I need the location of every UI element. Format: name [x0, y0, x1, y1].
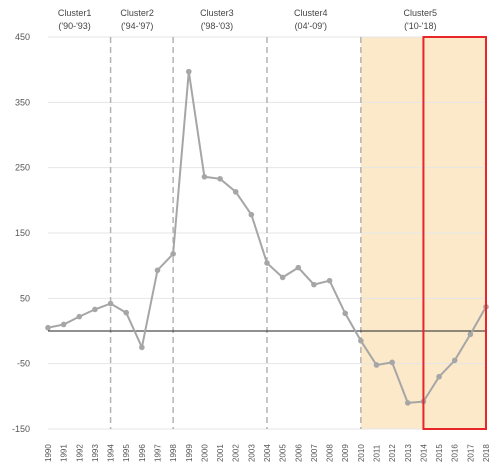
x-tick-label: 1991 [60, 444, 69, 462]
x-tick-label: 2005 [279, 444, 288, 462]
data-point [76, 313, 83, 320]
data-point [311, 281, 317, 288]
highlight-box [422, 36, 487, 430]
x-tick-label: 2011 [373, 444, 382, 462]
data-point [326, 277, 333, 284]
y-tick-label: -150 [12, 424, 30, 434]
x-tick-label: 1995 [122, 444, 131, 462]
x-tick-label: 2014 [419, 444, 428, 462]
cluster-range-label: (04'-09') [295, 21, 327, 31]
data-point [123, 309, 130, 316]
data-point [264, 260, 270, 266]
x-tick-label: 2008 [326, 444, 335, 462]
y-tick-label: 150 [15, 228, 30, 238]
x-tick-label: 2001 [216, 444, 225, 462]
x-tick-label: 2004 [263, 444, 272, 462]
x-tick-label: 1998 [169, 444, 178, 462]
y-tick-label: 450 [15, 32, 30, 42]
x-tick-label: 1993 [91, 444, 100, 462]
x-tick-label: 2018 [482, 444, 491, 462]
data-point [92, 306, 98, 313]
x-tick-label: 1997 [154, 444, 163, 462]
y-tick-label: 50 [20, 293, 30, 303]
x-tick-label: 2009 [341, 444, 350, 462]
data-point [404, 400, 411, 406]
x-tick-labels-group: 1990 1991 1992 1993 1994 1995 1996 1997 1998 1999… [44, 444, 491, 462]
y-tick-label: 350 [15, 97, 30, 107]
cluster-range-label: ('94-'97) [121, 21, 153, 31]
x-tick-label: 2010 [357, 444, 366, 462]
cluster-name-label: Cluster1 [58, 8, 92, 18]
x-tick-label: 1996 [138, 444, 147, 462]
x-tick-label: 1999 [185, 444, 194, 462]
data-point [107, 300, 114, 307]
cluster-range-label: ('98-'03) [201, 21, 233, 31]
data-point [389, 359, 395, 366]
x-tick-label: 2013 [404, 444, 413, 462]
data-point [248, 211, 255, 218]
cluster-name-label: Cluster2 [120, 8, 154, 18]
data-point [170, 251, 176, 257]
x-tick-label: 1994 [107, 444, 116, 462]
data-point [154, 267, 161, 274]
series-group [45, 68, 489, 406]
cluster-name-label: Cluster4 [294, 8, 328, 18]
data-point [232, 189, 239, 195]
data-point [60, 321, 67, 328]
data-point [279, 274, 286, 281]
data-point [185, 68, 192, 75]
data-point [342, 310, 349, 317]
data-point [358, 338, 364, 344]
data-point [139, 344, 145, 351]
cluster-name-label: Cluster3 [200, 8, 234, 18]
data-point [373, 362, 380, 368]
data-point [295, 264, 302, 271]
cluster-range-label: ('10-'18) [404, 21, 436, 31]
x-tick-label: 2017 [466, 444, 475, 462]
x-tick-label: 2015 [435, 444, 444, 462]
x-tick-label: 1992 [75, 444, 84, 462]
highlight-box-group [422, 36, 487, 430]
cluster-name-label: Cluster5 [404, 8, 438, 18]
cluster-boundaries-group [109, 37, 362, 429]
x-tick-label: 2007 [310, 444, 319, 462]
data-point [467, 331, 474, 338]
x-tick-label: 2003 [247, 444, 256, 462]
x-tick-label: 2006 [294, 444, 303, 462]
data-point [451, 357, 458, 364]
data-point [201, 174, 208, 180]
cluster-range-label: ('90-'93) [58, 21, 90, 31]
x-tick-label: 2016 [451, 444, 460, 462]
x-tick-label: 2012 [388, 444, 397, 462]
data-point [436, 373, 442, 380]
x-tick-label: 2000 [200, 444, 209, 462]
data-point [217, 175, 223, 182]
x-tick-label: 1990 [44, 444, 53, 462]
y-tick-label: 250 [15, 163, 30, 173]
data-point [45, 324, 51, 331]
y-tick-label: -50 [17, 359, 30, 369]
y-tick-labels-group: 450 350 250 150 50 -50 -150 [12, 32, 30, 434]
cluster-labels-group: Cluster1 ('90-'93) Cluster2 ('94-'97) Cluste… [58, 8, 437, 31]
x-tick-label: 2002 [232, 444, 241, 462]
